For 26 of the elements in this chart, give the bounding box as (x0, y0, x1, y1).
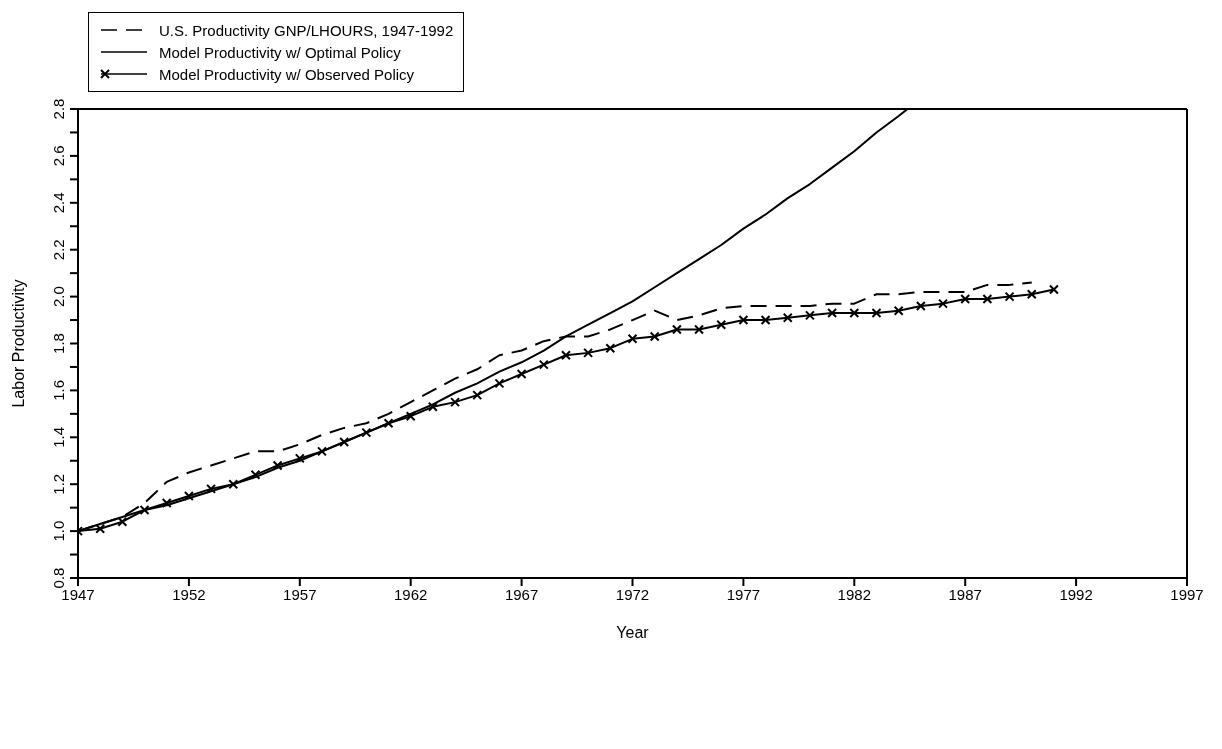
y-tick-label: 1.2 (50, 473, 67, 495)
x-tick-label: 1957 (283, 586, 317, 603)
y-tick-label: 2.8 (50, 98, 67, 120)
y-tick-label: 1.4 (50, 426, 67, 448)
x-tick-label: 1987 (948, 586, 982, 603)
x-tick-label: 1997 (1170, 586, 1204, 603)
y-tick-label: 0.8 (50, 567, 67, 589)
x-tick-label: 1967 (504, 586, 539, 603)
y-tick-label: 2.4 (50, 192, 67, 214)
y-tick-label: 2.0 (50, 286, 67, 308)
x-tick-label: 1992 (1059, 586, 1093, 603)
y-tick-label: 2.2 (50, 239, 67, 261)
x-tick-label: 1982 (837, 586, 871, 603)
legend-label: Model Productivity w/ Optimal Policy (159, 43, 401, 61)
y-tick-label: 1.0 (50, 520, 67, 542)
legend-label: U.S. Productivity GNP/LHOURS, 1947-1992 (159, 21, 454, 39)
x-tick-label: 1977 (726, 586, 761, 603)
y-tick-label: 1.8 (50, 333, 67, 354)
x-tick-label: 1952 (172, 586, 206, 603)
x-tick-label: 1972 (615, 586, 650, 603)
y-tick-label: 2.6 (50, 145, 67, 167)
x-tick-label: 1962 (394, 586, 428, 603)
y-axis-title: Labor Productivity (9, 279, 27, 408)
x-axis-title: Year (616, 624, 650, 641)
y-tick-label: 1.6 (50, 379, 67, 401)
legend-label: Model Productivity w/ Observed Policy (159, 65, 415, 83)
